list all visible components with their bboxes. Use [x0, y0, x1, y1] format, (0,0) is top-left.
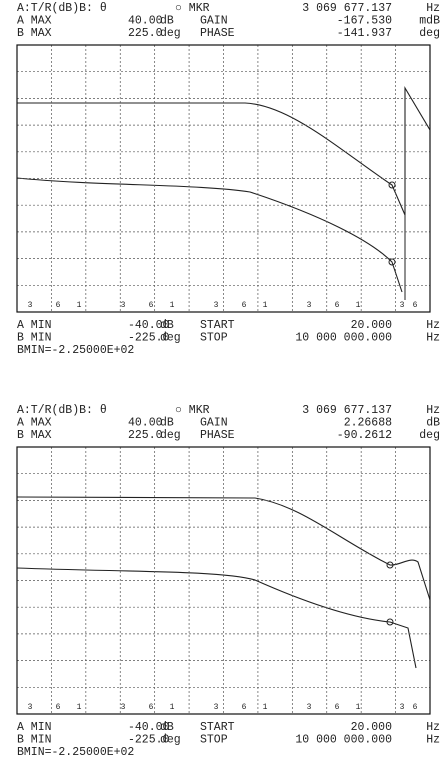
- gain-trace: [16, 496, 431, 601]
- header-text: deg: [160, 429, 181, 442]
- axis-label: 6: [335, 703, 340, 712]
- footer-text: 10 000 000.000: [295, 734, 392, 747]
- axis-label: 6: [242, 703, 247, 712]
- header-text: dB: [160, 15, 174, 28]
- axis-label: 1: [263, 301, 268, 310]
- axis-label: 3: [214, 703, 219, 712]
- axis-label: 6: [149, 703, 154, 712]
- header-text: PHASE: [200, 429, 235, 442]
- axis-label: 3: [214, 301, 219, 310]
- header-text: 225.0: [128, 27, 163, 40]
- phase-trace: [16, 567, 417, 669]
- axis-label: 3: [400, 301, 405, 310]
- axis-label: 1: [356, 301, 361, 310]
- header-text: 3 069 677.137: [302, 2, 392, 15]
- plot-frame: [16, 44, 431, 313]
- phase-trace: [16, 177, 403, 293]
- footer-text: deg: [160, 332, 181, 345]
- header-text: A MAX: [17, 15, 52, 28]
- axis-label: 6: [149, 301, 154, 310]
- footer-text: A MIN: [17, 721, 52, 734]
- footer-text: B MIN: [17, 734, 52, 747]
- header-text: Hz: [426, 404, 440, 417]
- footer-text: START: [200, 319, 235, 332]
- panel-2-traces: [16, 496, 431, 669]
- footer-text: 20.000: [351, 721, 393, 734]
- footer-text: dB: [160, 721, 174, 734]
- footer-text: -40.00: [128, 319, 170, 332]
- marker: [386, 618, 394, 626]
- footer-text: 10 000 000.000: [295, 332, 392, 345]
- footer-text: Hz: [426, 734, 440, 747]
- axis-label: 6: [56, 703, 61, 712]
- axis-label: 1: [170, 301, 175, 310]
- footer-text: BMIN=-2.25000E+02: [17, 746, 134, 757]
- header-text: -141.937: [337, 27, 392, 40]
- header-text: deg: [160, 27, 181, 40]
- axis-label: 3: [121, 703, 126, 712]
- axis-label: 1: [77, 703, 82, 712]
- footer-text: START: [200, 721, 235, 734]
- header-text: ○ MKR: [175, 404, 210, 417]
- footer-text: -40.00: [128, 721, 170, 734]
- marker: [388, 258, 396, 266]
- axis-label: 6: [335, 301, 340, 310]
- axis-label: 6: [413, 301, 418, 310]
- footer-text: 20.000: [351, 319, 393, 332]
- axis-label: 6: [413, 703, 418, 712]
- axis-label: 3: [28, 703, 33, 712]
- header-text: 3 069 677.137: [302, 404, 392, 417]
- footer-text: dB: [160, 319, 174, 332]
- header-text: 225.0: [128, 429, 163, 442]
- footer-text: -225.0: [128, 734, 170, 747]
- footer-text: -225.0: [128, 332, 170, 345]
- header-text: 40.00: [128, 15, 163, 28]
- header-text: -90.2612: [337, 429, 392, 442]
- header-text: A:T/R(dB)B: θ: [17, 404, 107, 417]
- footer-text: B MIN: [17, 332, 52, 345]
- header-text: PHASE: [200, 27, 235, 40]
- header-text: dB: [160, 417, 174, 430]
- footer-text: BMIN=-2.25000E+02: [17, 344, 134, 357]
- marker: [386, 561, 394, 569]
- header-text: 2.26688: [344, 417, 392, 430]
- axis-label: 3: [121, 301, 126, 310]
- header-text: GAIN: [200, 417, 228, 430]
- footer-text: Hz: [426, 332, 440, 345]
- header-text: deg: [419, 429, 440, 442]
- header-text: B MAX: [17, 27, 52, 40]
- axis-label: 3: [28, 301, 33, 310]
- axis-label: 1: [263, 703, 268, 712]
- header-text: dB: [426, 417, 440, 430]
- footer-text: Hz: [426, 721, 440, 734]
- header-text: 40.00: [128, 417, 163, 430]
- axis-label: 3: [307, 301, 312, 310]
- header-text: mdB: [419, 15, 440, 28]
- footer-text: Hz: [426, 319, 440, 332]
- header-text: ○ MKR: [175, 2, 210, 15]
- footer-text: STOP: [200, 734, 228, 747]
- header-text: A:T/R(dB)B: θ: [17, 2, 107, 15]
- axis-label: 3: [307, 703, 312, 712]
- header-text: B MAX: [17, 429, 52, 442]
- header-text: GAIN: [200, 15, 228, 28]
- header-text: -167.530: [337, 15, 392, 28]
- axis-label: 1: [170, 703, 175, 712]
- header-text: A MAX: [17, 417, 52, 430]
- plot-frame: [16, 446, 431, 715]
- axis-label: 6: [242, 301, 247, 310]
- footer-text: STOP: [200, 332, 228, 345]
- footer-text: A MIN: [17, 319, 52, 332]
- axis-label: 1: [356, 703, 361, 712]
- axis-label: 6: [56, 301, 61, 310]
- header-text: deg: [419, 27, 440, 40]
- footer-text: deg: [160, 734, 181, 747]
- header-text: Hz: [426, 2, 440, 15]
- marker: [388, 181, 396, 189]
- axis-label: 3: [400, 703, 405, 712]
- axis-label: 1: [77, 301, 82, 310]
